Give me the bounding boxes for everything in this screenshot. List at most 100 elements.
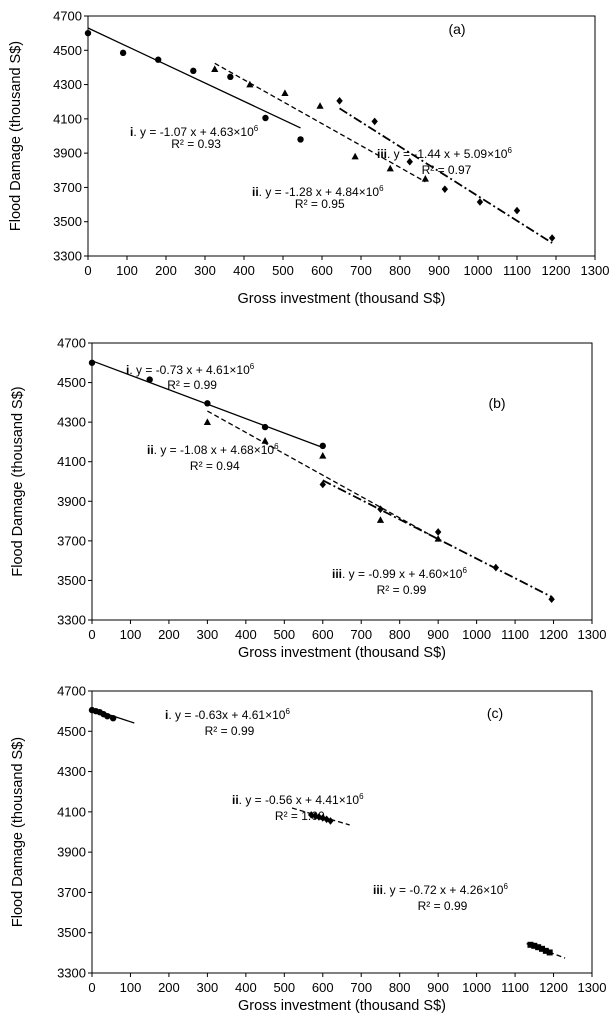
diamond-marker <box>434 528 442 536</box>
triangle-marker <box>319 451 327 459</box>
trend-line <box>214 62 426 183</box>
y-tick-label: 4100 <box>57 804 86 819</box>
circle-marker <box>88 359 96 366</box>
circle-marker <box>119 49 127 57</box>
diamond-marker <box>441 185 449 193</box>
circle-marker <box>155 56 162 63</box>
r-squared-label: R² = 1.00 <box>275 809 325 823</box>
triangle-marker <box>211 65 219 72</box>
x-tick-label: 700 <box>350 263 372 278</box>
y-tick-label: 3500 <box>53 214 82 229</box>
plot-frame <box>91 342 593 621</box>
circle-marker <box>297 136 304 143</box>
diamond-marker <box>476 198 484 206</box>
x-tick-label: 300 <box>197 980 219 995</box>
x-tick-label: 0 <box>84 263 91 278</box>
x-tick-label: 900 <box>427 627 449 642</box>
triangle-marker <box>376 516 385 523</box>
series-ii: ii. y = -0.56 x + 4.41×106 R² = 1.00 <box>232 792 364 826</box>
x-tick-label: 1000 <box>464 263 493 278</box>
y-tick-label: 4300 <box>57 764 86 779</box>
diamond-marker <box>492 563 500 572</box>
r-squared-label: R² = 0.93 <box>171 137 221 151</box>
x-tick-label: 100 <box>116 263 138 278</box>
diamond-marker <box>548 234 556 242</box>
r-squared-label: R² = 0.97 <box>422 163 472 177</box>
y-tick-label: 4700 <box>57 336 86 351</box>
equation-exponent: 6 <box>359 792 364 801</box>
x-tick-label: 0 <box>88 627 95 642</box>
panel-label: (b) <box>488 395 505 411</box>
equation-label: i. y = -0.73 x + 4.61×106 <box>126 362 255 377</box>
equation-exponent: 6 <box>274 442 279 451</box>
y-tick-label: 3700 <box>57 885 86 900</box>
triangle-marker <box>316 102 324 109</box>
x-tick-label: 300 <box>194 263 216 278</box>
x-tick-label: 100 <box>120 980 142 995</box>
equation-label: ii. y = -1.28 x + 4.84×106 <box>252 184 384 199</box>
y-tick-label: 3900 <box>57 845 86 860</box>
equation-label: iii. y = -0.72 x + 4.26×106 <box>373 882 508 897</box>
trend-line <box>87 27 301 129</box>
y-tick-label: 3300 <box>53 249 82 264</box>
equation-exponent: 6 <box>250 362 255 371</box>
triangle-marker <box>246 80 254 88</box>
x-tick-label: 600 <box>311 263 333 278</box>
triangle-marker <box>421 175 429 182</box>
circle-marker <box>84 29 92 37</box>
y-axis-title: Flood Damage (thousand S$) <box>10 737 26 927</box>
x-tick-label: 200 <box>158 627 180 642</box>
series-number: ii <box>147 443 154 457</box>
y-tick-label: 3500 <box>57 925 86 940</box>
x-axis-title: Gross investment (thousand S$) <box>238 645 446 661</box>
y-tick-label: 3700 <box>57 533 86 548</box>
y-tick-label: 3900 <box>57 494 86 509</box>
y-tick-label: 4700 <box>53 9 82 24</box>
chart-panel-2: 0 100 200 300 400 500 600 700 800 900 1000 1100 1200… <box>10 336 606 662</box>
equation-label: ii. y = -0.56 x + 4.41×106 <box>232 792 364 807</box>
equation-exponent: 6 <box>507 146 512 155</box>
x-tick-label: 600 <box>312 627 334 642</box>
diamond-marker <box>336 97 343 105</box>
series-number: i <box>165 708 168 722</box>
triangle-marker <box>386 164 394 172</box>
x-tick-label: 1000 <box>462 980 491 995</box>
equation-text: . y = -1.44 x + 5.09×10 <box>387 147 508 161</box>
diamond-marker <box>548 595 555 604</box>
x-tick-label: 1200 <box>539 627 568 642</box>
y-axis-title: Flood Damage (thousand S$) <box>10 386 26 576</box>
y-tick-label: 4300 <box>53 77 82 92</box>
diamond-marker <box>319 480 326 489</box>
series-ii: ii. y = -1.08 x + 4.68×106 R² = 0.94 <box>147 410 442 542</box>
trend-line <box>291 807 350 826</box>
equation-text: . y = -1.08 x + 4.68×10 <box>154 443 275 457</box>
x-tick-label: 1300 <box>578 627 607 642</box>
r-squared-label: R² = 0.94 <box>190 459 240 473</box>
y-tick-label: 4100 <box>57 454 86 469</box>
x-tick-label: 1200 <box>542 263 571 278</box>
x-tick-label: 500 <box>273 980 295 995</box>
equation-exponent: 6 <box>462 566 467 575</box>
series-number: ii <box>232 793 239 807</box>
series-number: iii <box>377 147 387 161</box>
x-tick-label: 100 <box>120 627 142 642</box>
r-squared-label: R² = 0.99 <box>167 378 217 392</box>
circle-marker <box>204 400 211 407</box>
panel-label: (a) <box>448 21 465 37</box>
y-tick-label: 3700 <box>53 180 82 195</box>
circle-marker <box>261 423 269 431</box>
x-tick-label: 1000 <box>462 627 491 642</box>
circle-marker <box>104 712 111 720</box>
x-tick-label: 800 <box>389 980 411 995</box>
x-tick-label: 600 <box>312 980 334 995</box>
equation-text: . y = -0.73 x + 4.61×10 <box>129 363 250 377</box>
x-tick-label: 1300 <box>581 263 610 278</box>
equation-text: . y = -0.56 x + 4.41×10 <box>239 793 360 807</box>
equation-text: . y = -1.07 x + 4.63×10 <box>133 125 254 139</box>
equation-text: . y = -0.72 x + 4.26×10 <box>383 883 504 897</box>
y-tick-label: 3500 <box>57 573 86 588</box>
equation-exponent: 6 <box>503 882 508 891</box>
